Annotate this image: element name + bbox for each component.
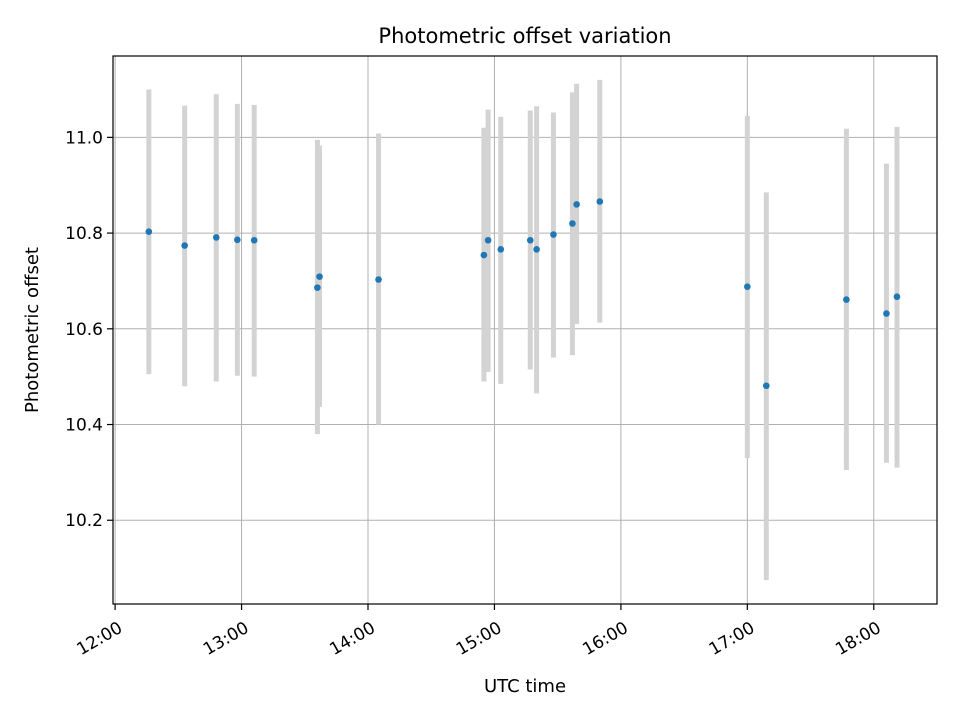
data-points — [145, 198, 901, 390]
data-point — [744, 283, 751, 290]
data-point — [762, 382, 770, 390]
plot-area — [112, 55, 938, 605]
data-point — [533, 246, 540, 253]
data-point — [316, 273, 323, 280]
data-point — [234, 236, 241, 244]
y-tick-label: 11.0 — [65, 128, 103, 148]
y-tick-label: 10.4 — [65, 416, 103, 436]
data-point — [250, 236, 258, 244]
data-point — [550, 231, 557, 238]
data-point — [883, 310, 890, 317]
data-point — [893, 293, 901, 301]
y-tick-label: 10.6 — [65, 320, 103, 340]
data-point — [497, 246, 505, 253]
x-axis-label: UTC time — [484, 676, 566, 697]
chart-title: Photometric offset variation — [378, 24, 671, 48]
data-point — [212, 234, 220, 241]
data-point — [480, 251, 488, 259]
y-tick-label: 10.8 — [65, 224, 103, 244]
y-axis: 10.2 10.4 10.6 10.8 11.0 — [65, 128, 113, 531]
data-point — [843, 296, 850, 303]
y-tick-label: 10.2 — [65, 511, 103, 531]
data-point — [596, 198, 604, 205]
y-axis-label: Photometric offset — [22, 247, 43, 413]
plot-frame — [112, 55, 938, 605]
data-point — [569, 220, 576, 227]
data-point — [145, 228, 153, 235]
data-point — [573, 201, 580, 208]
data-point — [526, 236, 534, 244]
data-point — [314, 284, 321, 291]
data-point — [181, 242, 188, 249]
data-point — [484, 236, 492, 244]
plot-background — [113, 56, 937, 604]
data-point — [375, 276, 382, 283]
